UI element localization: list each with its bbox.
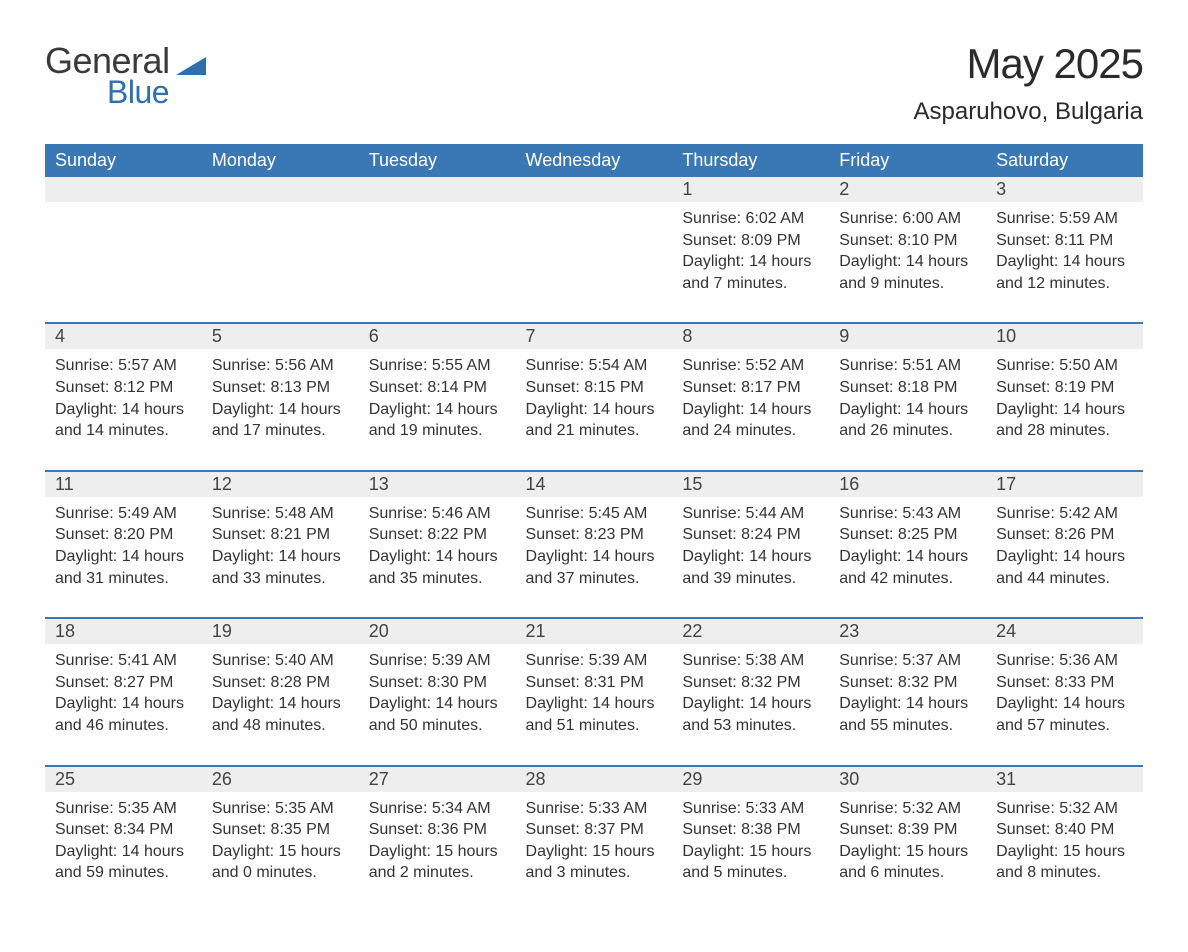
day-detail-cell: Sunrise: 5:36 AMSunset: 8:33 PMDaylight:…: [986, 644, 1143, 765]
day-number-cell: 19: [202, 619, 359, 644]
day-number-cell: 13: [359, 472, 516, 497]
day-detail-cell: Sunrise: 5:54 AMSunset: 8:15 PMDaylight:…: [516, 349, 673, 470]
weekday-header: Friday: [829, 144, 986, 177]
day-number-cell: 7: [516, 324, 673, 349]
day-detail-cell: Sunrise: 5:45 AMSunset: 8:23 PMDaylight:…: [516, 497, 673, 618]
day-detail-cell: [45, 202, 202, 323]
day-detail-row: Sunrise: 5:41 AMSunset: 8:27 PMDaylight:…: [45, 644, 1143, 765]
day-detail-cell: [516, 202, 673, 323]
day-number-cell: 2: [829, 177, 986, 202]
logo-triangle-icon: [176, 57, 206, 75]
day-number-cell: 1: [672, 177, 829, 202]
day-number-cell: 24: [986, 619, 1143, 644]
day-number-cell: 4: [45, 324, 202, 349]
day-detail-cell: Sunrise: 5:35 AMSunset: 8:35 PMDaylight:…: [202, 792, 359, 912]
day-detail-cell: Sunrise: 5:59 AMSunset: 8:11 PMDaylight:…: [986, 202, 1143, 323]
day-detail-cell: Sunrise: 5:56 AMSunset: 8:13 PMDaylight:…: [202, 349, 359, 470]
day-detail-cell: Sunrise: 5:57 AMSunset: 8:12 PMDaylight:…: [45, 349, 202, 470]
day-detail-cell: Sunrise: 5:50 AMSunset: 8:19 PMDaylight:…: [986, 349, 1143, 470]
day-detail-row: Sunrise: 5:35 AMSunset: 8:34 PMDaylight:…: [45, 792, 1143, 912]
header: General Blue May 2025 Asparuhovo, Bulgar…: [45, 40, 1143, 126]
day-number-cell: [202, 177, 359, 202]
day-number-cell: 6: [359, 324, 516, 349]
day-detail-cell: Sunrise: 5:43 AMSunset: 8:25 PMDaylight:…: [829, 497, 986, 618]
day-detail-cell: Sunrise: 5:55 AMSunset: 8:14 PMDaylight:…: [359, 349, 516, 470]
day-detail-cell: Sunrise: 5:40 AMSunset: 8:28 PMDaylight:…: [202, 644, 359, 765]
day-number-cell: 8: [672, 324, 829, 349]
day-number-cell: 18: [45, 619, 202, 644]
day-detail-cell: Sunrise: 5:35 AMSunset: 8:34 PMDaylight:…: [45, 792, 202, 912]
day-number-cell: 10: [986, 324, 1143, 349]
day-number-row: 18192021222324: [45, 619, 1143, 644]
day-detail-cell: Sunrise: 5:32 AMSunset: 8:39 PMDaylight:…: [829, 792, 986, 912]
day-number-cell: [359, 177, 516, 202]
day-number-cell: 22: [672, 619, 829, 644]
day-detail-cell: Sunrise: 5:48 AMSunset: 8:21 PMDaylight:…: [202, 497, 359, 618]
day-number-cell: 31: [986, 767, 1143, 792]
day-number-row: 123: [45, 177, 1143, 202]
day-number-row: 45678910: [45, 324, 1143, 349]
day-detail-cell: [359, 202, 516, 323]
weekday-header: Thursday: [672, 144, 829, 177]
day-detail-row: Sunrise: 6:02 AMSunset: 8:09 PMDaylight:…: [45, 202, 1143, 323]
day-number-row: 25262728293031: [45, 767, 1143, 792]
day-number-cell: 21: [516, 619, 673, 644]
day-detail-cell: Sunrise: 5:39 AMSunset: 8:31 PMDaylight:…: [516, 644, 673, 765]
weekday-header: Tuesday: [359, 144, 516, 177]
location-subtitle: Asparuhovo, Bulgaria: [914, 98, 1143, 126]
day-detail-cell: Sunrise: 5:49 AMSunset: 8:20 PMDaylight:…: [45, 497, 202, 618]
day-detail-cell: Sunrise: 6:00 AMSunset: 8:10 PMDaylight:…: [829, 202, 986, 323]
logo-text-blue: Blue: [107, 74, 206, 111]
calendar-body: 123 Sunrise: 6:02 AMSunset: 8:09 PMDayli…: [45, 177, 1143, 912]
day-number-cell: 16: [829, 472, 986, 497]
day-number-cell: 28: [516, 767, 673, 792]
day-number-cell: 12: [202, 472, 359, 497]
day-number-cell: 26: [202, 767, 359, 792]
day-number-cell: 27: [359, 767, 516, 792]
day-number-cell: 25: [45, 767, 202, 792]
day-detail-cell: Sunrise: 5:32 AMSunset: 8:40 PMDaylight:…: [986, 792, 1143, 912]
day-number-cell: 11: [45, 472, 202, 497]
day-detail-cell: Sunrise: 5:33 AMSunset: 8:38 PMDaylight:…: [672, 792, 829, 912]
day-number-cell: 29: [672, 767, 829, 792]
day-detail-cell: Sunrise: 5:37 AMSunset: 8:32 PMDaylight:…: [829, 644, 986, 765]
day-detail-cell: Sunrise: 5:51 AMSunset: 8:18 PMDaylight:…: [829, 349, 986, 470]
calendar-table: SundayMondayTuesdayWednesdayThursdayFrid…: [45, 144, 1143, 912]
weekday-header: Monday: [202, 144, 359, 177]
day-detail-row: Sunrise: 5:57 AMSunset: 8:12 PMDaylight:…: [45, 349, 1143, 470]
day-number-cell: 5: [202, 324, 359, 349]
day-detail-cell: Sunrise: 5:52 AMSunset: 8:17 PMDaylight:…: [672, 349, 829, 470]
day-detail-cell: Sunrise: 5:46 AMSunset: 8:22 PMDaylight:…: [359, 497, 516, 618]
month-title: May 2025: [914, 40, 1143, 88]
weekday-header-row: SundayMondayTuesdayWednesdayThursdayFrid…: [45, 144, 1143, 177]
day-number-cell: 3: [986, 177, 1143, 202]
day-detail-cell: [202, 202, 359, 323]
day-detail-cell: Sunrise: 5:34 AMSunset: 8:36 PMDaylight:…: [359, 792, 516, 912]
logo: General Blue: [45, 40, 206, 111]
day-detail-cell: Sunrise: 5:33 AMSunset: 8:37 PMDaylight:…: [516, 792, 673, 912]
weekday-header: Saturday: [986, 144, 1143, 177]
day-number-cell: 15: [672, 472, 829, 497]
day-detail-cell: Sunrise: 5:38 AMSunset: 8:32 PMDaylight:…: [672, 644, 829, 765]
day-detail-cell: Sunrise: 5:41 AMSunset: 8:27 PMDaylight:…: [45, 644, 202, 765]
weekday-header: Sunday: [45, 144, 202, 177]
day-detail-cell: Sunrise: 6:02 AMSunset: 8:09 PMDaylight:…: [672, 202, 829, 323]
day-number-cell: [516, 177, 673, 202]
day-number-row: 11121314151617: [45, 472, 1143, 497]
day-detail-cell: Sunrise: 5:42 AMSunset: 8:26 PMDaylight:…: [986, 497, 1143, 618]
day-number-cell: 14: [516, 472, 673, 497]
day-number-cell: 20: [359, 619, 516, 644]
day-detail-cell: Sunrise: 5:44 AMSunset: 8:24 PMDaylight:…: [672, 497, 829, 618]
day-number-cell: 30: [829, 767, 986, 792]
day-detail-row: Sunrise: 5:49 AMSunset: 8:20 PMDaylight:…: [45, 497, 1143, 618]
day-number-cell: 9: [829, 324, 986, 349]
day-number-cell: 23: [829, 619, 986, 644]
day-number-cell: 17: [986, 472, 1143, 497]
weekday-header: Wednesday: [516, 144, 673, 177]
day-detail-cell: Sunrise: 5:39 AMSunset: 8:30 PMDaylight:…: [359, 644, 516, 765]
title-block: May 2025 Asparuhovo, Bulgaria: [914, 40, 1143, 126]
day-number-cell: [45, 177, 202, 202]
